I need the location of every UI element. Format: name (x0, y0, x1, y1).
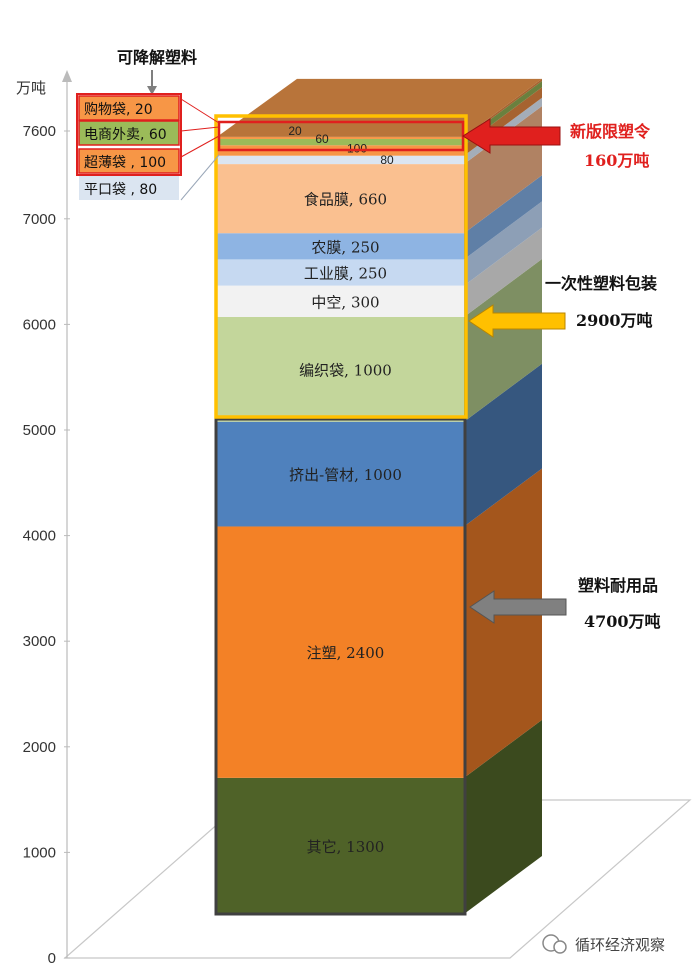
y-tick-label: 7000 (23, 211, 56, 228)
y-tick-label: 1000 (23, 844, 56, 861)
segment-value-label: 20 (288, 124, 302, 138)
bar-side-3 (464, 363, 542, 527)
bar-front-faces (217, 136, 464, 914)
y-tick-label: 2000 (23, 739, 56, 756)
legend-label-delivery: 电商外卖, 60 (84, 127, 167, 143)
y-tick-label: 4000 (23, 528, 56, 545)
packaging-frame (214, 114, 468, 419)
legend-title: 可降解塑料 (117, 48, 197, 67)
y-tick-label: 5000 (23, 422, 56, 439)
legend-item-delivery (78, 120, 180, 146)
legend-item-thin-bag (78, 148, 180, 174)
bar-segment-6 (217, 259, 464, 286)
policy-annotation: 新版限塑令 160万吨 (462, 118, 651, 170)
segment-label: 注塑, 2400 (307, 644, 385, 662)
durable-arrow (469, 590, 567, 624)
segment-label: 其它, 1300 (307, 838, 385, 856)
bar-side-faces (464, 78, 542, 914)
packaging-total: 2900万吨 (576, 311, 653, 330)
watermark: 循环经济观察 (542, 934, 665, 954)
bar-side-4 (464, 259, 542, 422)
y-tick-label: 7600 (23, 123, 56, 140)
degradable-legend: 可降解塑料 购物袋, 20 电商外卖, 60 超薄袋 , 100 平口袋 , 8… (76, 48, 220, 201)
policy-title: 新版限塑令 (570, 122, 651, 141)
y-tick-label: 3000 (23, 633, 56, 650)
legend-label-shopping-bag: 购物袋, 20 (84, 102, 153, 118)
bar-side-5 (464, 227, 542, 317)
packaging-arrow (468, 304, 566, 338)
legend-item-shopping-bag (78, 95, 180, 121)
watermark-text: 循环经济观察 (575, 936, 665, 954)
bar-side-7 (464, 175, 542, 260)
bar-segment-11 (217, 138, 464, 146)
legend-item-flat-bag (79, 176, 179, 200)
segment-value-label: 80 (380, 153, 394, 167)
policy-arrow (462, 118, 561, 154)
segment-label: 中空, 300 (311, 293, 379, 311)
y-axis-unit: 万吨 (16, 79, 46, 97)
legend-down-arrow (147, 86, 157, 95)
segment-label: 工业膜, 250 (304, 264, 387, 282)
durable-total: 4700万吨 (584, 612, 661, 631)
bar-segment-1 (217, 777, 464, 914)
segment-label: 挤出-管材, 1000 (289, 466, 402, 484)
segment-value-label: 100 (347, 141, 367, 155)
bar-segment-3 (217, 421, 464, 527)
durable-frame (214, 417, 467, 916)
durable-annotation: 塑料耐用品 4700万吨 (469, 576, 661, 631)
durable-title: 塑料耐用品 (578, 576, 658, 595)
bar-side-1 (464, 719, 542, 914)
y-axis: 万吨 (16, 70, 72, 958)
legend-connectors (180, 98, 220, 158)
bar-segment-12 (217, 136, 464, 139)
y-ticks: 0 1000 2000 3000 4000 5000 6000 7000 7600 (23, 123, 70, 967)
bar-segment-4 (217, 317, 464, 422)
legend-label-flat-bag: 平口袋 , 80 (84, 182, 157, 198)
bar-segment-8 (217, 164, 464, 234)
packaging-title: 一次性塑料包装 (545, 274, 657, 293)
packaging-annotation: 一次性塑料包装 2900万吨 (468, 274, 657, 338)
floor-plane (63, 799, 692, 959)
y-tick-label: 6000 (23, 316, 56, 333)
segment-value-label: 60 (315, 132, 329, 146)
bar-side-6 (464, 201, 542, 286)
policy-total: 160万吨 (584, 151, 649, 170)
legend-label-thin-bag: 超薄袋 , 100 (84, 155, 166, 171)
segment-label: 食品膜, 660 (304, 191, 387, 209)
bar-segment-7 (217, 233, 464, 260)
bar-side-2 (464, 468, 542, 778)
segment-label: 编织袋, 1000 (299, 361, 392, 379)
y-tick-label: 0 (48, 950, 56, 967)
bar-segment-9 (217, 155, 464, 165)
bar-labels: 其它, 1300 注塑, 2400 挤出-管材, 1000 编织袋, 1000 中空, … (288, 124, 402, 856)
bar-segment-2 (217, 526, 464, 778)
bar-segment-5 (217, 285, 464, 317)
segment-label: 农膜, 250 (311, 238, 379, 256)
